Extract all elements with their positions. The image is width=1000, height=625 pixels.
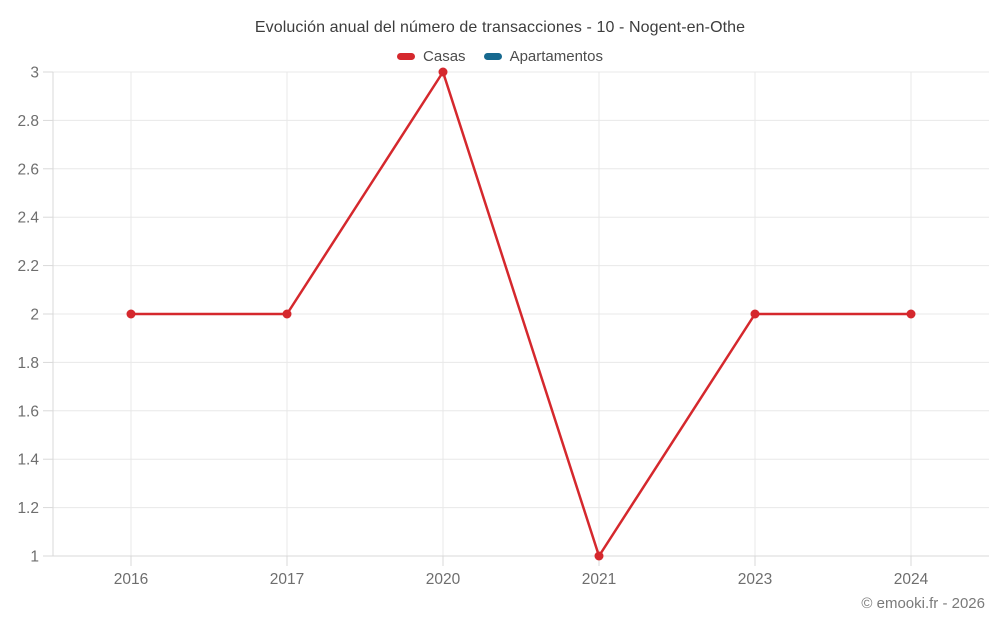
y-tick-label: 2.8: [17, 113, 39, 130]
legend-item-casas[interactable]: Casas: [397, 48, 466, 65]
legend-marker-casas: [397, 53, 416, 60]
x-tick-label: 2020: [426, 571, 461, 588]
y-tick-label: 1: [30, 549, 39, 566]
legend-label-apartamentos: Apartamentos: [509, 48, 603, 65]
data-point-marker: [750, 309, 760, 319]
legend-label-casas: Casas: [423, 48, 466, 65]
y-tick-label: 2.4: [17, 210, 39, 227]
data-point-marker: [126, 309, 136, 319]
chart-title: Evolución anual del número de transaccio…: [254, 19, 746, 36]
legend-marker-apartamentos: [483, 53, 502, 60]
x-tick-label: 2017: [270, 571, 304, 588]
y-tick-label: 1.8: [17, 355, 39, 372]
x-tick-label: 2023: [738, 571, 772, 588]
y-tick-label: 2.6: [17, 161, 39, 178]
x-tick-label: 2021: [582, 571, 616, 588]
data-point-marker: [906, 309, 916, 319]
data-point-marker: [282, 309, 292, 319]
y-tick-label: 3: [30, 65, 39, 82]
y-tick-label: 2.2: [17, 258, 39, 275]
credit-link[interactable]: © emooki.fr - 2026: [861, 595, 985, 612]
x-tick-label: 2024: [894, 571, 929, 588]
y-tick-label: 1.2: [17, 500, 39, 517]
data-point-marker: [594, 551, 604, 561]
y-tick-label: 1.4: [17, 452, 39, 469]
legend-item-apartamentos[interactable]: Apartamentos: [483, 48, 603, 65]
y-tick-label: 2: [30, 307, 39, 324]
x-tick-label: 2016: [114, 571, 148, 588]
data-point-marker: [438, 67, 448, 77]
legend: Casas Apartamentos: [0, 48, 1000, 65]
series-line-casas: [131, 70, 911, 558]
y-tick-label: 1.6: [17, 403, 39, 420]
